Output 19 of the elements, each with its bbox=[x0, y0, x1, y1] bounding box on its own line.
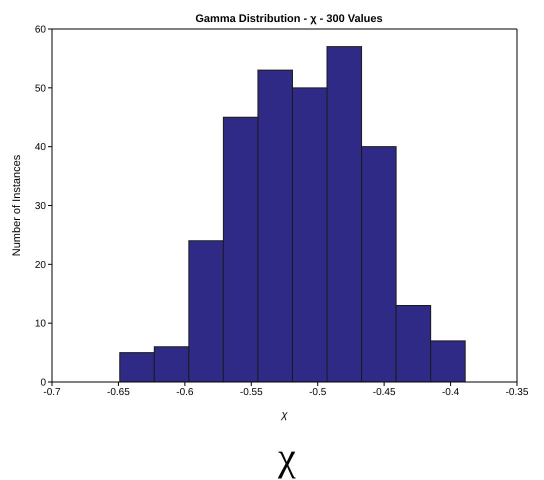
x-tick-label: -0.65 bbox=[107, 387, 130, 398]
x-tick-label: -0.55 bbox=[240, 387, 264, 398]
y-tick-label: 30 bbox=[34, 201, 46, 212]
x-tick-label: -0.5 bbox=[309, 387, 327, 398]
y-tick-label: 20 bbox=[34, 260, 46, 271]
x-tick-label: -0.45 bbox=[372, 387, 396, 398]
y-tick-label: 60 bbox=[34, 24, 46, 36]
y-axis-title: Number of Instances bbox=[10, 154, 23, 256]
y-tick-label: 0 bbox=[40, 378, 46, 389]
text: χ bbox=[278, 433, 296, 480]
x-tick-label: -0.6 bbox=[176, 387, 194, 398]
y-tick-label: 40 bbox=[34, 142, 46, 154]
chart-title: Gamma Distribution - χ - 300 Values bbox=[195, 13, 383, 25]
x-axis-title: χ bbox=[280, 409, 288, 421]
x-tick-label: -0.35 bbox=[506, 387, 529, 398]
x-tick-label: -0.4 bbox=[442, 387, 460, 398]
y-tick-label: 50 bbox=[34, 83, 46, 94]
y-tick-label: 10 bbox=[34, 318, 46, 330]
x-tick-label: -0.7 bbox=[43, 387, 62, 398]
